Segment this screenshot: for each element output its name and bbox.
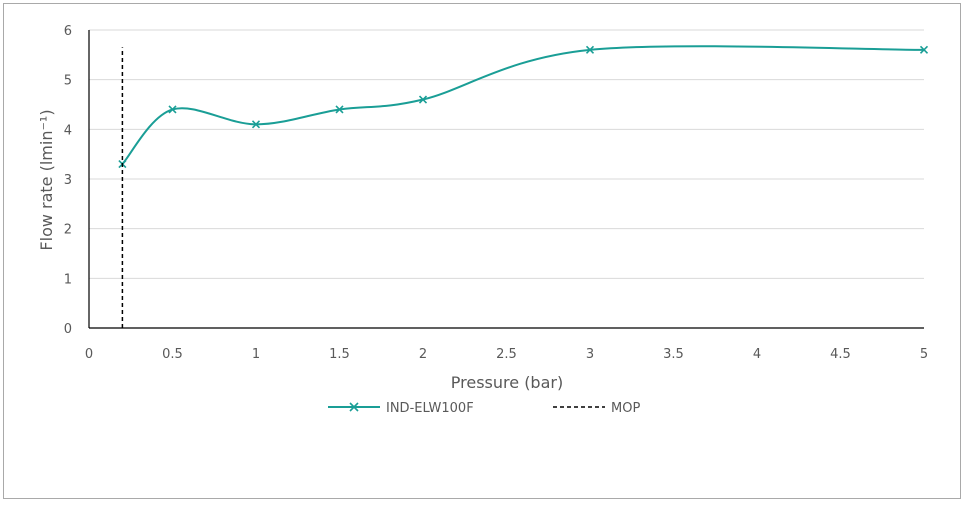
legend-item-ind-elw100f: IND-ELW100F bbox=[328, 401, 474, 416]
y-tick-label: 5 bbox=[64, 74, 72, 89]
legend-label-mop: MOP bbox=[611, 401, 640, 416]
x-tick-label: 3.5 bbox=[663, 347, 684, 362]
legend-marker-ind-elw100f bbox=[349, 402, 359, 412]
legend-item-mop: MOP bbox=[553, 401, 640, 416]
y-tick-label: 2 bbox=[64, 223, 72, 238]
data-point-marker bbox=[251, 120, 261, 129]
x-tick-label: 3 bbox=[586, 347, 594, 362]
x-tick-label: 1.5 bbox=[329, 347, 350, 362]
data-point-marker bbox=[919, 45, 929, 54]
y-axis-title: Flow rate (lmin⁻¹) bbox=[37, 109, 56, 250]
legend: IND-ELW100F MOP bbox=[328, 401, 640, 416]
x-tick-labels: 0 0.5 1 1.5 2 2.5 3 3.5 4 4.5 5 bbox=[85, 347, 928, 362]
x-tick-label: 4 bbox=[753, 347, 761, 362]
y-tick-label: 6 bbox=[64, 24, 72, 39]
y-tick-label: 1 bbox=[64, 272, 72, 287]
x-tick-label: 4.5 bbox=[830, 347, 851, 362]
x-tick-label: 0.5 bbox=[162, 347, 183, 362]
data-point-marker bbox=[418, 95, 428, 104]
data-point-marker bbox=[335, 105, 344, 114]
legend-label-ind-elw100f: IND-ELW100F bbox=[386, 401, 474, 416]
series-line-ind-elw100f bbox=[121, 45, 925, 165]
x-tick-label: 1 bbox=[252, 347, 260, 362]
y-tick-label: 4 bbox=[64, 123, 72, 138]
gridlines bbox=[89, 29, 924, 279]
x-tick-label: 5 bbox=[920, 347, 928, 362]
x-tick-label: 0 bbox=[85, 347, 93, 362]
y-tick-labels: 0 1 2 3 4 5 6 bbox=[64, 24, 72, 337]
data-point-marker bbox=[168, 105, 177, 114]
data-point-marker bbox=[585, 45, 595, 54]
axes bbox=[88, 30, 924, 329]
x-tick-label: 2 bbox=[419, 347, 427, 362]
chart-frame bbox=[3, 3, 961, 499]
x-axis-title: Pressure (bar) bbox=[451, 373, 563, 392]
y-tick-label: 0 bbox=[64, 322, 72, 337]
y-tick-label: 3 bbox=[64, 173, 72, 188]
x-tick-label: 2.5 bbox=[496, 347, 517, 362]
series-layer bbox=[118, 45, 929, 328]
